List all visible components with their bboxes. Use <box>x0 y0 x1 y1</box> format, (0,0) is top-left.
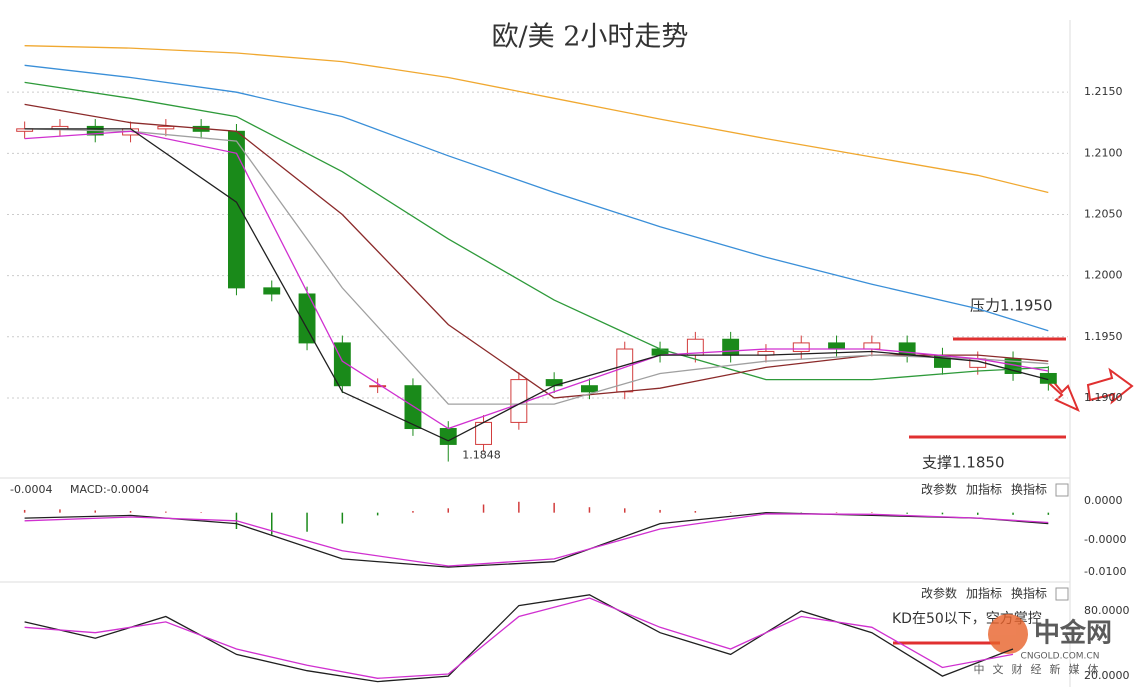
macd-bar <box>306 512 308 532</box>
macd-bar <box>835 512 838 513</box>
candle-body <box>439 428 457 445</box>
macd-bar <box>729 512 732 513</box>
indicator-line <box>24 512 1049 568</box>
y-tick-label: -0.0100 <box>1084 565 1126 578</box>
candle-body <box>298 293 316 344</box>
y-tick-label: 1.2100 <box>1084 146 1123 159</box>
macd-bar <box>906 512 908 514</box>
low-label: 1.1848 <box>462 449 501 462</box>
indicator-line <box>24 45 1049 194</box>
macd-bar <box>659 509 661 513</box>
indicator-line <box>24 597 1014 679</box>
macd-bar <box>977 512 979 515</box>
indicator-line <box>24 513 1049 567</box>
panel-button[interactable]: 加指标 <box>966 482 1002 497</box>
macd-header: MACD:-0.0004 <box>70 483 149 496</box>
macd-bar <box>553 502 555 513</box>
y-tick-label: 1.1900 <box>1084 391 1123 404</box>
indicator-line <box>24 130 1049 430</box>
y-tick-label: 1.2050 <box>1084 207 1123 220</box>
macd-bar <box>871 512 873 513</box>
candle-body <box>792 342 810 352</box>
resistance-label: 压力1.1950 <box>970 297 1053 315</box>
candle-body <box>404 385 422 430</box>
y-tick-label: 1.2150 <box>1084 85 1123 98</box>
watermark-logo <box>988 614 1028 654</box>
macd-bar <box>200 512 202 513</box>
candle-body <box>863 342 881 350</box>
candle-body <box>545 379 563 387</box>
watermark: 中金网 CNGOLD.COM.CN 中文财经新媒体 <box>974 614 1112 676</box>
close-button[interactable] <box>1055 483 1069 497</box>
candle-body <box>263 287 281 295</box>
candle-body <box>722 338 740 356</box>
panel-button[interactable]: 换指标 <box>1011 482 1047 497</box>
watermark-name: 中金网 <box>1034 618 1112 649</box>
down-arrow <box>1048 378 1080 412</box>
support-label: 支撑1.1850 <box>922 454 1005 472</box>
indicator-line <box>24 128 1049 405</box>
macd-bar <box>694 511 697 513</box>
macd-bar <box>412 511 414 513</box>
macd-bar <box>341 512 344 524</box>
macd-bar <box>94 510 96 513</box>
indicator-line <box>24 594 1014 683</box>
macd-bar <box>518 501 520 513</box>
macd-bar <box>271 512 273 535</box>
y-tick-label: 1.1950 <box>1084 330 1123 343</box>
macd-bar <box>59 509 61 513</box>
watermark-tagline: 中文财经新媒体 <box>974 662 1107 676</box>
panel-button[interactable]: 改参数 <box>921 482 957 497</box>
panel-button[interactable]: 改参数 <box>921 586 957 601</box>
macd-bar <box>1047 512 1050 515</box>
y-tick-label: 80.0000 <box>1084 604 1130 617</box>
candle-body <box>228 130 245 289</box>
right-arrow <box>1086 367 1134 405</box>
y-tick-label: 1.2000 <box>1084 269 1123 282</box>
panel-button[interactable]: 加指标 <box>966 586 1002 601</box>
y-tick-label: 0.0000 <box>1084 494 1123 507</box>
close-button[interactable] <box>1055 587 1069 601</box>
macd-bar <box>941 512 944 515</box>
macd-bar <box>129 511 132 513</box>
macd-bar <box>447 508 449 513</box>
y-tick-label: -0.0000 <box>1084 533 1126 546</box>
watermark-url: CNGOLD.COM.CN <box>1021 652 1100 662</box>
macd-header: -0.0004 <box>10 483 52 496</box>
candle-body <box>1039 372 1057 384</box>
y-tick-label: 20.0000 <box>1084 669 1130 682</box>
macd-bar <box>1012 512 1014 515</box>
macd-bar <box>588 507 591 513</box>
indicator-line <box>24 81 1049 381</box>
macd-bar <box>23 509 26 513</box>
macd-bar <box>624 508 626 513</box>
chart-title: 欧/美 2小时走势 <box>492 22 689 53</box>
candle-body <box>157 125 175 130</box>
macd-bar <box>482 504 485 513</box>
candle-body <box>581 385 598 393</box>
macd-bar <box>165 511 167 513</box>
candle-body <box>369 385 387 388</box>
indicator-line <box>24 128 1049 442</box>
macd-bar <box>376 512 379 516</box>
candle-body <box>828 342 845 350</box>
indicator-line <box>24 64 1049 332</box>
panel-button[interactable]: 换指标 <box>1011 586 1047 601</box>
